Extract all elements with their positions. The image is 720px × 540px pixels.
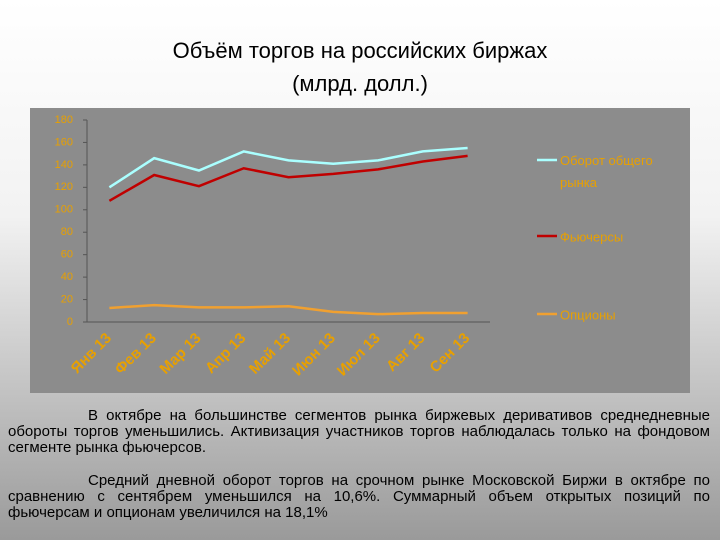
series-line — [108, 154, 468, 202]
y-tick-label: 80 — [61, 226, 73, 238]
paragraph: В октябре на большинстве сегментов рынка… — [8, 407, 710, 456]
legend-label: Опционы — [560, 307, 616, 322]
y-tick-label: 140 — [55, 159, 73, 171]
y-tick-label: 40 — [61, 271, 73, 283]
y-tick-label: 20 — [61, 293, 73, 305]
series-line — [109, 303, 468, 316]
series-line — [108, 146, 468, 189]
chart-title: Объём торгов на российских биржах — [173, 38, 548, 63]
y-tick-label: 100 — [55, 204, 73, 216]
y-tick-label: 120 — [55, 181, 73, 193]
paragraph: Средний дневной оборот торгов на срочном… — [8, 472, 710, 521]
y-tick-label: 160 — [55, 136, 73, 148]
chart-subtitle: (млрд. долл.) — [292, 71, 428, 96]
y-tick-label: 180 — [55, 114, 73, 126]
legend-label: Оборот общего рынка — [560, 153, 653, 190]
chart-area — [30, 108, 690, 393]
y-tick-label: 0 — [67, 316, 73, 328]
legend-label: Фьючерсы — [560, 229, 623, 244]
y-tick-label: 60 — [61, 249, 73, 261]
